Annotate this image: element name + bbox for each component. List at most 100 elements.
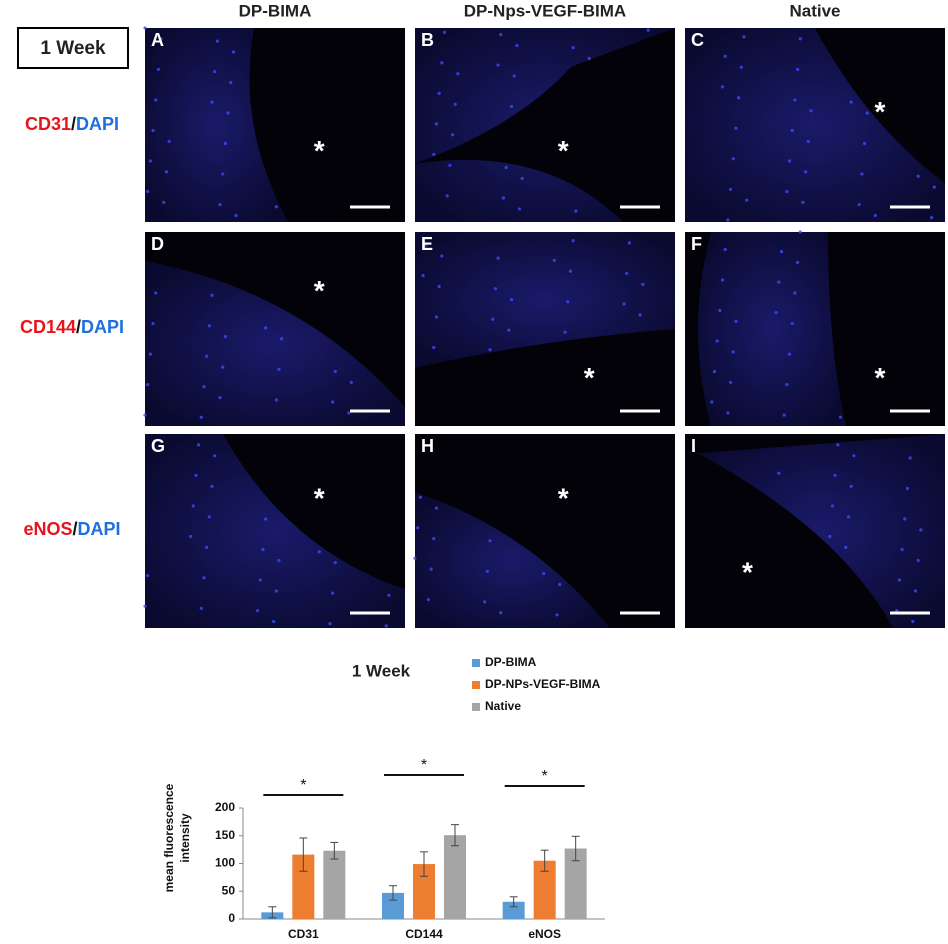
nucleus bbox=[795, 67, 800, 72]
nucleus bbox=[432, 345, 436, 350]
nucleus bbox=[218, 396, 222, 400]
nucleus bbox=[488, 348, 492, 352]
nucleus bbox=[199, 606, 203, 610]
nucleus bbox=[806, 139, 810, 143]
nucleus bbox=[787, 159, 792, 163]
tissue-region bbox=[415, 232, 675, 368]
tissue-region bbox=[415, 492, 610, 628]
nucleus bbox=[434, 315, 439, 319]
y-tick-label: 200 bbox=[215, 800, 235, 814]
nucleus bbox=[440, 254, 444, 258]
row-label: CD31/DAPI bbox=[25, 114, 119, 134]
micrograph: F* bbox=[685, 230, 945, 426]
nucleus bbox=[830, 504, 835, 508]
nucleus bbox=[440, 61, 444, 65]
micrograph: G* bbox=[143, 434, 405, 628]
nucleus bbox=[167, 139, 171, 143]
nucleus bbox=[221, 172, 225, 176]
nucleus bbox=[542, 571, 546, 576]
asterisk: * bbox=[875, 96, 886, 127]
nucleus bbox=[485, 569, 489, 573]
nucleus bbox=[143, 26, 147, 30]
column-header: DP-BIMA bbox=[239, 1, 312, 20]
nucleus bbox=[857, 202, 861, 207]
y-tick-label: 0 bbox=[228, 911, 235, 925]
nucleus bbox=[625, 271, 629, 276]
nucleus bbox=[779, 250, 784, 254]
legend-label: DP-BIMA bbox=[485, 655, 537, 669]
nucleus bbox=[563, 330, 567, 334]
nucleus bbox=[162, 200, 166, 204]
tissue-region bbox=[698, 232, 847, 426]
nucleus bbox=[143, 413, 147, 417]
nucleus bbox=[919, 528, 923, 532]
nucleus bbox=[897, 578, 902, 582]
nucleus bbox=[483, 600, 487, 604]
nucleus bbox=[231, 50, 236, 54]
nucleus bbox=[860, 172, 864, 176]
nucleus bbox=[558, 582, 562, 587]
nucleus bbox=[801, 200, 805, 204]
column-header: DP-Nps-VEGF-BIMA bbox=[464, 1, 626, 20]
row-label: CD144/DAPI bbox=[20, 317, 124, 337]
nucleus bbox=[908, 456, 912, 460]
asterisk: * bbox=[558, 483, 569, 514]
nucleus bbox=[207, 324, 211, 328]
nucleus bbox=[865, 111, 869, 115]
nucleus bbox=[798, 37, 802, 41]
nucleus bbox=[488, 539, 492, 543]
nucleus bbox=[333, 561, 337, 565]
nucleus bbox=[903, 517, 907, 521]
panel-label: G bbox=[151, 436, 165, 456]
nucleus bbox=[728, 187, 733, 191]
tissue-region bbox=[698, 434, 945, 628]
asterisk: * bbox=[742, 556, 753, 587]
nucleus bbox=[932, 185, 936, 189]
nucleus bbox=[911, 619, 915, 624]
nucleus bbox=[622, 302, 626, 306]
row-label: eNOS/DAPI bbox=[23, 519, 120, 539]
nucleus bbox=[520, 176, 524, 181]
bar bbox=[382, 892, 404, 919]
nucleus bbox=[777, 471, 781, 475]
marker-label: eNOS bbox=[23, 519, 72, 539]
tissue-region bbox=[145, 261, 405, 426]
nucleus bbox=[745, 198, 749, 202]
nucleus bbox=[164, 170, 169, 174]
nucleus bbox=[148, 159, 152, 163]
tissue-region bbox=[145, 434, 405, 628]
nucleus bbox=[387, 593, 391, 597]
nucleus bbox=[146, 189, 150, 194]
nucleus bbox=[453, 102, 457, 106]
legend-label: DP-NPs-VEGF-BIMA bbox=[485, 677, 601, 691]
nucleus bbox=[849, 100, 853, 104]
nucleus bbox=[280, 337, 284, 341]
asterisk: * bbox=[875, 362, 886, 393]
micrograph: A* bbox=[143, 26, 405, 222]
nucleus bbox=[710, 400, 714, 404]
nucleus bbox=[734, 319, 738, 323]
nucleus bbox=[905, 486, 910, 491]
nucleus bbox=[143, 604, 147, 608]
nucleus bbox=[587, 56, 591, 61]
significance-label: * bbox=[542, 768, 548, 785]
nucleus bbox=[646, 28, 650, 32]
nucleus bbox=[148, 352, 152, 356]
week-box bbox=[17, 27, 129, 69]
nucleus bbox=[437, 91, 441, 95]
nucleus bbox=[900, 547, 904, 552]
nucleus bbox=[504, 165, 508, 170]
nucleus bbox=[568, 269, 573, 273]
nucleus bbox=[501, 196, 506, 200]
nucleus bbox=[913, 589, 918, 593]
x-tick-label: CD144 bbox=[405, 927, 443, 941]
panel-label: I bbox=[691, 436, 696, 456]
nucleus bbox=[333, 369, 337, 374]
nucleus bbox=[718, 308, 722, 313]
nucleus bbox=[836, 443, 840, 447]
nucleus bbox=[509, 297, 514, 302]
bar bbox=[564, 848, 587, 919]
nucleus bbox=[197, 443, 201, 447]
micrograph: B* bbox=[415, 28, 675, 222]
